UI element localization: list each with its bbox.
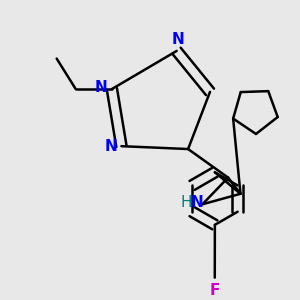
Text: F: F bbox=[210, 283, 220, 298]
Text: N: N bbox=[95, 80, 108, 95]
Text: H: H bbox=[181, 195, 192, 210]
Text: N: N bbox=[172, 32, 184, 46]
Text: N: N bbox=[104, 139, 117, 154]
Text: N: N bbox=[191, 195, 204, 210]
